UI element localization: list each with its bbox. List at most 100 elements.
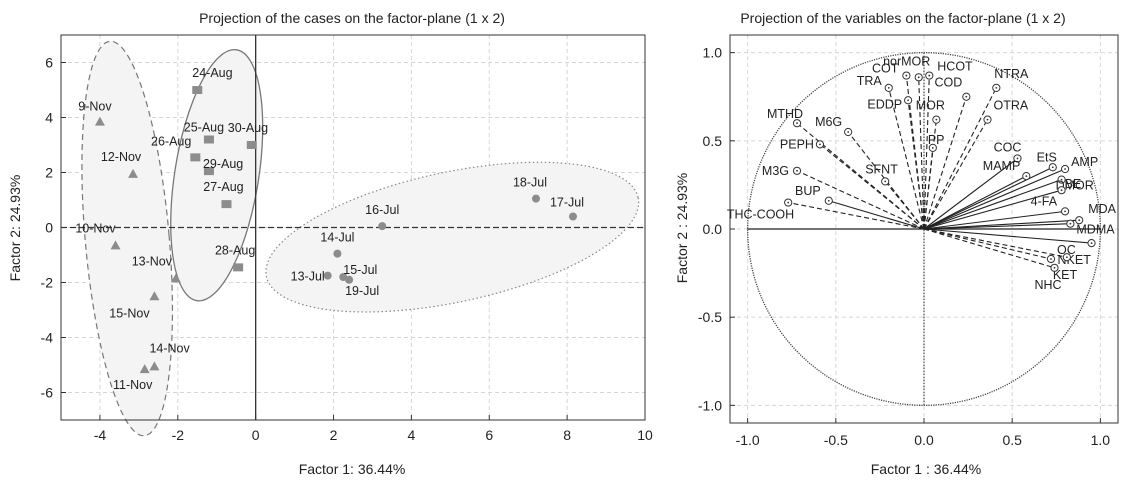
case-label: 26-Aug [151, 134, 191, 148]
case-label: 18-Jul [513, 176, 547, 190]
case-label: 29-Aug [203, 157, 243, 171]
case-point-15-Nov: 15-Nov [109, 291, 160, 320]
variable-endpoint-dot [1053, 266, 1056, 269]
variable-vector [923, 179, 1062, 230]
variable-vector [923, 158, 1018, 230]
variable-endpoint-dot [931, 146, 934, 149]
variable-vector [923, 228, 1052, 260]
square-marker [221, 200, 232, 209]
cases-factor-plane-chart: Projection of the cases on the factor-pl… [7, 10, 653, 477]
case-label: 24-Aug [192, 66, 232, 80]
variable-label: TRA [857, 74, 883, 88]
variable-label: 4-FA [1031, 194, 1058, 208]
triangle-marker [149, 291, 160, 301]
square-marker [203, 135, 214, 144]
case-label: 13-Nov [132, 254, 173, 268]
right-y-tick-label: 1.0 [703, 45, 723, 61]
variable-MAMP: MAMP [923, 159, 1031, 230]
variable-endpoint-dot [787, 201, 790, 204]
variable-vector [888, 87, 925, 230]
case-point-15-Jul: 15-Jul [339, 263, 377, 281]
case-point-27-Aug: 27-Aug [203, 180, 244, 209]
variable-OTRA: OTRA [923, 99, 1029, 230]
variable-label: BUP [795, 184, 821, 198]
variable-BUP: BUP [795, 184, 925, 230]
case-point-12-Nov: 12-Nov [101, 150, 142, 178]
variable-label: HCOT [937, 60, 973, 74]
square-marker [233, 263, 244, 272]
case-label: 16-Jul [365, 203, 399, 217]
variable-4-FA: 4-FA [923, 194, 1070, 230]
variable-label: EtS [1037, 150, 1057, 164]
variable-vector [884, 181, 925, 230]
left-x-tick-label: 6 [485, 427, 493, 443]
variable-endpoint-dot [1090, 242, 1093, 245]
variable-vector [828, 200, 925, 230]
case-label: 11-Nov [113, 378, 153, 392]
jul-group-ellipse [265, 161, 640, 313]
variable-endpoint-dot [905, 74, 908, 77]
variable-vector [923, 228, 1092, 244]
case-point-30-Aug: 30-Aug [228, 121, 268, 149]
circle-marker [378, 222, 387, 231]
variable-endpoint-dot [935, 118, 938, 121]
left-x-tick-label: -4 [94, 427, 107, 443]
case-point-13-Jul: 13-Jul [291, 270, 332, 284]
variable-vector [923, 147, 934, 230]
case-label: 28-Aug [215, 243, 255, 257]
variable-endpoint-dot [1069, 222, 1072, 225]
right-x-tick-label: -1.0 [736, 432, 760, 448]
variable-label: PEPH [780, 137, 814, 151]
variable-endpoint-dot [1025, 175, 1028, 177]
variable-endpoint-dot [907, 99, 910, 102]
variable-label: COT [872, 62, 899, 76]
variable-NTRA: NTRA [923, 67, 1029, 230]
variable-vector [907, 100, 925, 230]
case-point-13-Nov: 13-Nov [132, 254, 181, 283]
right-x-tick-label: 0.0 [914, 432, 934, 448]
variable-label: KET [1053, 268, 1078, 282]
circle-marker [345, 275, 354, 284]
case-point-29-Aug: 29-Aug [203, 157, 243, 176]
variable-PP: PP [923, 133, 945, 230]
variable-label: AMP [1071, 155, 1098, 169]
variable-endpoint-dot [1065, 256, 1068, 259]
right-chart-title: Projection of the variables on the facto… [740, 10, 1065, 26]
variable-TRA: TRA [857, 74, 925, 230]
variable-SFNT: SFNT [865, 162, 925, 230]
square-marker [192, 86, 203, 94]
case-label: 13-Jul [291, 270, 325, 284]
variable-label: MAMP [983, 159, 1021, 173]
case-point-11-Nov: 11-Nov [113, 364, 153, 392]
left-y-tick-label: -2 [41, 275, 54, 291]
variable-COC: COC [923, 140, 1022, 230]
variable-label: OC [1057, 243, 1076, 257]
right-y-tick-label: 0.5 [703, 133, 723, 149]
left-x-tick-label: 0 [252, 427, 260, 443]
right-x-tick-label: 0.5 [1002, 432, 1022, 448]
variables-factor-plane-chart: Projection of the variables on the facto… [674, 10, 1119, 477]
circle-marker [323, 271, 332, 280]
circle-marker [568, 212, 577, 221]
case-label: 27-Aug [203, 180, 243, 194]
case-label: 9-Nov [78, 100, 112, 114]
case-point-9-Nov: 9-Nov [78, 100, 112, 126]
left-x-tick-label: 4 [408, 427, 416, 443]
left-y-tick-label: 4 [45, 110, 53, 126]
variable-label: THC-COOH [727, 208, 794, 222]
circle-marker [531, 194, 540, 203]
variable-EDDP: EDDP [867, 96, 925, 230]
variable-endpoint-dot [796, 122, 798, 125]
variable-label: NHC [1035, 278, 1062, 292]
left-x-tick-label: 8 [563, 427, 571, 443]
variable-endpoint-dot [1064, 168, 1066, 170]
case-label: 15-Jul [343, 263, 377, 277]
case-point-24-Aug: 24-Aug [192, 66, 233, 94]
variable-label: MTHD [767, 107, 803, 121]
variable-endpoint-dot [884, 180, 887, 183]
circle-marker [333, 249, 342, 258]
variable-endpoint-dot [917, 76, 920, 79]
right-y-axis-title: Factor 2 : 24.93% [674, 173, 690, 284]
variable-BE: BE [923, 177, 1081, 230]
